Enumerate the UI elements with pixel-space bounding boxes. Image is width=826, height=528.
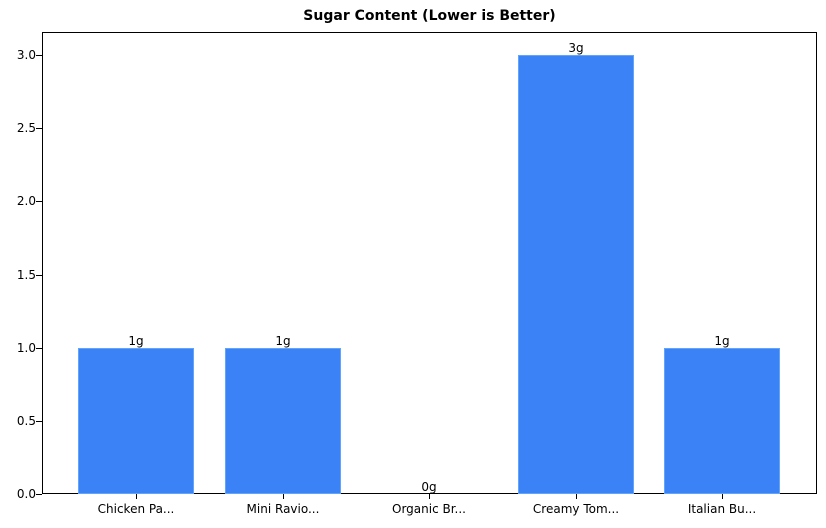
y-tick bbox=[36, 348, 42, 349]
y-tick-label: 3.0 bbox=[16, 48, 36, 62]
bar-value-label: 1g bbox=[275, 333, 291, 348]
bar bbox=[518, 55, 634, 494]
bar-value-label: 1g bbox=[714, 333, 730, 348]
bar bbox=[225, 347, 341, 494]
y-tick bbox=[36, 128, 42, 129]
bar bbox=[78, 347, 194, 494]
plot-area bbox=[42, 32, 817, 494]
x-tick bbox=[283, 494, 284, 499]
bar-value-label: 3g bbox=[568, 41, 584, 55]
x-tick-label: Organic Br... bbox=[392, 502, 466, 516]
y-tick-label: 2.5 bbox=[16, 121, 36, 135]
x-tick-label: Creamy Tom... bbox=[532, 502, 620, 516]
x-tick bbox=[136, 494, 137, 499]
y-tick-label: 2.0 bbox=[16, 194, 36, 208]
bar bbox=[664, 347, 780, 494]
y-tick-label: 1.5 bbox=[16, 268, 36, 282]
x-tick bbox=[722, 494, 723, 499]
bar-value-label: 1g bbox=[128, 333, 144, 348]
y-tick bbox=[36, 201, 42, 202]
x-tick bbox=[429, 494, 430, 499]
x-tick-label: Chicken Pa... bbox=[97, 502, 175, 516]
bar-value-label: 0g bbox=[421, 480, 437, 494]
x-tick-label: Italian Bu... bbox=[687, 502, 757, 516]
y-tick bbox=[36, 494, 42, 495]
x-tick-label: Mini Ravio... bbox=[246, 502, 320, 516]
y-tick bbox=[36, 421, 42, 422]
y-tick-label: 0.0 bbox=[16, 487, 36, 501]
y-tick-label: 0.5 bbox=[16, 414, 36, 428]
chart-title: Sugar Content (Lower is Better) bbox=[303, 8, 556, 24]
y-tick bbox=[36, 55, 42, 56]
y-tick-label: 1.0 bbox=[16, 341, 36, 355]
x-tick bbox=[576, 494, 577, 499]
y-tick bbox=[36, 275, 42, 276]
